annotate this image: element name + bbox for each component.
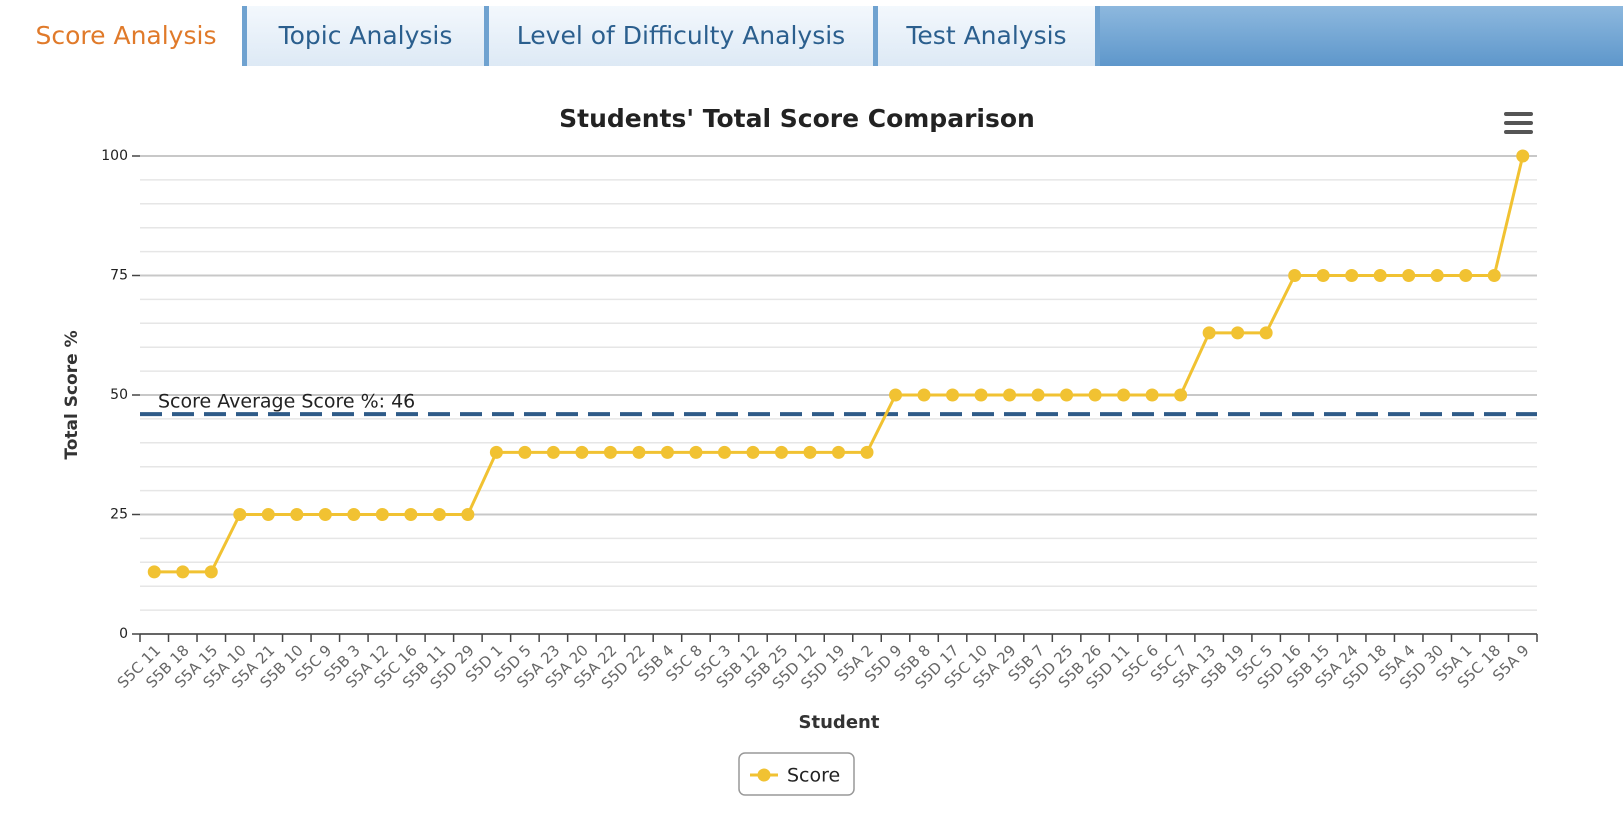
point	[1516, 149, 1530, 163]
point	[1060, 388, 1074, 402]
point	[974, 388, 988, 402]
menu-bar	[1504, 121, 1533, 125]
point	[1402, 269, 1416, 282]
point	[803, 445, 817, 459]
point	[518, 445, 532, 459]
y-tick-label: 75	[110, 268, 128, 284]
menu-bar	[1504, 112, 1533, 116]
chart-title: Students' Total Score Comparison	[559, 104, 1035, 133]
point	[603, 445, 617, 459]
point	[461, 508, 475, 521]
point	[717, 445, 731, 459]
point	[147, 565, 161, 579]
point	[1373, 269, 1387, 282]
point	[432, 508, 446, 521]
chart-panel	[38, 84, 1623, 826]
menu-button[interactable]	[1504, 112, 1533, 134]
point	[860, 445, 874, 459]
point	[889, 388, 903, 402]
point	[746, 445, 760, 459]
point	[1259, 326, 1273, 340]
point	[176, 565, 190, 579]
point	[632, 445, 646, 459]
legend-label: Score	[787, 765, 840, 787]
point	[917, 388, 931, 402]
point	[1430, 269, 1444, 282]
point	[1031, 388, 1045, 402]
point	[1088, 388, 1102, 402]
point	[774, 445, 788, 459]
point	[946, 388, 960, 402]
point	[404, 508, 418, 521]
tab[interactable]: Test Analysis	[878, 6, 1100, 66]
point	[1288, 269, 1302, 282]
point	[375, 508, 389, 521]
point	[318, 508, 332, 521]
point	[1487, 269, 1501, 282]
point	[1174, 388, 1188, 402]
point	[832, 445, 845, 459]
legend: Score	[738, 752, 855, 796]
point	[1231, 326, 1245, 340]
menu-bar	[1504, 130, 1533, 134]
point	[1316, 269, 1330, 282]
point	[347, 508, 361, 521]
point	[546, 445, 560, 459]
legend-marker	[757, 768, 771, 782]
tab-bar: Score Analysis Topic Analysis Level of Dif…	[10, 6, 1623, 66]
point	[1145, 388, 1159, 402]
point	[489, 445, 503, 459]
point	[204, 565, 218, 579]
point	[261, 508, 275, 521]
point	[689, 445, 703, 459]
point	[1003, 388, 1017, 402]
legend-box	[738, 752, 855, 796]
tab[interactable]: Score Analysis	[10, 6, 247, 66]
point	[1459, 269, 1473, 282]
y-tick-label: 0	[119, 626, 128, 642]
average-label: Score Average Score %: 46	[158, 391, 415, 413]
y-tick-label: 100	[101, 148, 128, 164]
y-tick-label: 50	[110, 387, 128, 403]
point	[1202, 326, 1216, 340]
point	[1117, 388, 1131, 402]
point	[575, 445, 589, 459]
point	[660, 445, 674, 459]
point	[1345, 269, 1359, 282]
x-axis-label: Student	[799, 712, 880, 733]
tab[interactable]: Level of Difficulty Analysis	[489, 6, 878, 66]
y-axis-label: Total Score %	[62, 330, 82, 459]
tab[interactable]: Topic Analysis	[247, 6, 489, 66]
point	[233, 508, 247, 521]
y-tick-label: 25	[110, 507, 128, 523]
point	[290, 508, 304, 521]
